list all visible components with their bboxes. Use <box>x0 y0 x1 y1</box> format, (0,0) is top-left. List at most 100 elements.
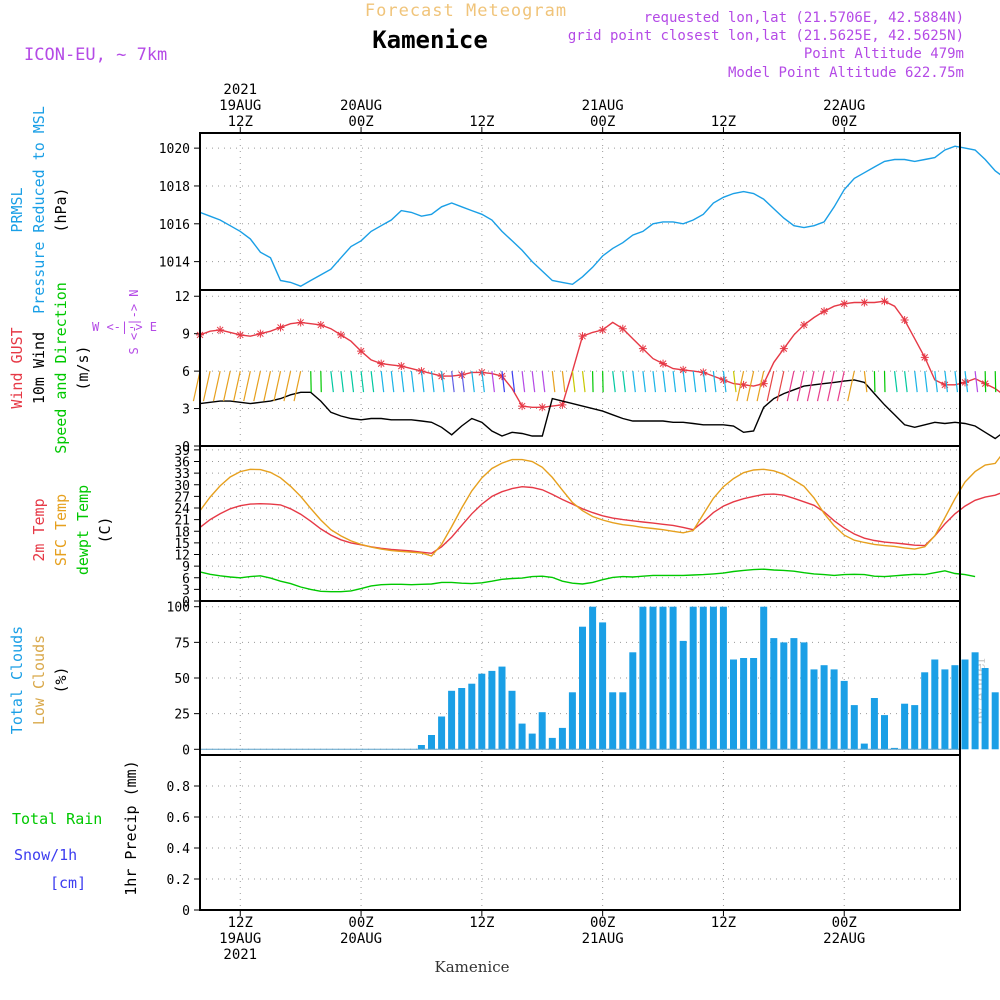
wind-direction-arrow <box>712 371 717 393</box>
series-line-10m-wind <box>199 379 1000 440</box>
time-label-bottom: 12Z <box>228 915 253 931</box>
gust-marker <box>779 344 788 353</box>
time-label-top: 19AUG <box>219 98 261 114</box>
wind-direction-arrow <box>786 370 795 402</box>
gust-marker <box>920 353 929 362</box>
y-tick-label: 3 <box>182 403 190 418</box>
wind-direction-arrow <box>622 371 626 393</box>
cloud-bar <box>699 606 707 750</box>
y-tick-label: 75 <box>174 636 190 651</box>
wind-direction-arrow <box>746 370 755 402</box>
wind-direction-arrow <box>481 371 485 393</box>
cloud-bar <box>488 670 496 750</box>
wind-direction-arrow <box>944 371 948 393</box>
panel-labels: PRMSL Pressure Reduced to MSL (hPa) Wind GU… <box>8 106 157 896</box>
wind-direction-arrow <box>330 371 334 393</box>
wind-direction-arrow <box>732 371 737 393</box>
wind-direction-arrow <box>551 371 556 393</box>
cloud-bar <box>971 652 979 750</box>
time-label-bottom: 12Z <box>469 915 494 931</box>
cloud-bar <box>820 665 828 750</box>
wind-direction-arrow <box>390 371 395 393</box>
wind-direction-arrow <box>340 371 345 393</box>
wind-direction-arrow <box>293 370 302 402</box>
y-tick-label: 1018 <box>159 180 190 195</box>
wind-direction-arrow <box>672 371 677 393</box>
wind-direction-arrow <box>756 370 765 402</box>
cloud-bar <box>981 668 989 750</box>
panel-label: Wind GUST <box>8 327 26 408</box>
cloud-bar <box>860 743 868 750</box>
cloud-bar <box>508 690 516 750</box>
gust-marker <box>719 375 728 384</box>
time-label-bottom: 19AUG <box>219 931 261 947</box>
y-tick-label: 9 <box>182 560 190 575</box>
cloud-bar <box>850 705 858 750</box>
y-tick-label: 6 <box>182 572 190 587</box>
compass-label: W <-|-> E <box>92 320 157 334</box>
wind-direction-arrow <box>491 371 496 393</box>
y-tick-label: 0 <box>182 595 190 610</box>
wind-direction-arrow <box>642 371 646 393</box>
chart-title: Forecast Meteogram <box>365 1 567 21</box>
cloud-bar <box>498 666 506 750</box>
cloud-bar <box>921 672 929 750</box>
gust-marker <box>296 318 305 327</box>
grid-coords: grid point closest lon,lat (21.5625E, 42… <box>568 28 964 44</box>
time-label-bottom: 12Z <box>711 915 736 931</box>
wind-direction-arrow <box>632 371 636 393</box>
panel-label: Speed and Direction <box>52 282 70 454</box>
requested-coords: requested lon,lat (21.5706E, 42.5884N) <box>644 10 964 26</box>
cloud-bar <box>961 659 969 750</box>
wind-direction-arrow <box>722 371 727 393</box>
y-tick-label: 33 <box>174 467 190 482</box>
y-tick-label: 24 <box>174 502 190 517</box>
precip-legend-label: [cm] <box>50 874 86 892</box>
cloud-bar <box>458 688 466 750</box>
panel-label: SFC Temp <box>52 494 70 566</box>
y-tick-label: 1014 <box>159 256 190 271</box>
point-altitude: Point Altitude 479m <box>804 46 964 62</box>
cloud-bar <box>689 606 697 750</box>
wind-direction-arrow <box>934 371 938 393</box>
panel-label: (hPa) <box>52 187 70 232</box>
y-tick-label: 18 <box>174 525 190 540</box>
time-label-top: 2021 <box>223 82 257 98</box>
y-tick-label: 0 <box>182 743 190 758</box>
y-tick-label: 9 <box>182 328 190 343</box>
panel-label: Pressure Reduced to MSL <box>30 106 48 314</box>
time-label-bottom: 00Z <box>348 915 373 931</box>
cloud-bar <box>548 737 556 750</box>
gust-marker <box>618 324 627 333</box>
wind-direction-arrow <box>273 370 282 402</box>
precip-axis-label: 1hr Precip (mm) <box>122 760 140 895</box>
cloud-bar <box>659 606 667 750</box>
cloud-bar <box>478 673 486 750</box>
wind-direction-arrow <box>826 370 835 402</box>
gust-marker <box>578 332 587 341</box>
y-tick-label: 0.6 <box>167 811 190 826</box>
model-label: ICON-EU, ~ 7km <box>24 45 167 65</box>
wind-direction-arrow <box>451 371 455 393</box>
y-tick-label: 21 <box>174 514 190 529</box>
time-label-top: 00Z <box>348 114 373 130</box>
cloud-bar <box>901 703 909 750</box>
cloud-bar <box>931 659 939 750</box>
series-line-dewpt-temp <box>199 568 976 593</box>
wind-direction-arrow <box>541 371 546 393</box>
time-label-bottom: 22AUG <box>823 931 865 947</box>
cloud-bar <box>448 690 456 750</box>
wind-direction-arrow <box>420 371 425 393</box>
cloud-bar <box>991 692 999 750</box>
series-line-wind-gust <box>199 300 1000 408</box>
gust-marker <box>518 402 527 411</box>
clouds-panel: 0 25 50 75 100 <box>167 600 999 758</box>
wind-frame <box>199 289 961 447</box>
y-tick-label: 27 <box>174 490 190 505</box>
wind-panel: 0 3 6 9 12 <box>174 289 1000 455</box>
wind-direction-arrow <box>974 371 979 393</box>
wind-direction-arrow <box>612 371 616 393</box>
series-line-sfc-temp <box>199 455 1000 557</box>
y-tick-label: 0 <box>182 440 190 455</box>
wind-direction-arrow <box>410 371 415 393</box>
